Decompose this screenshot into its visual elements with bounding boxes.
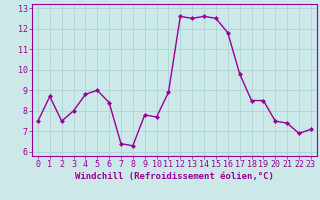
X-axis label: Windchill (Refroidissement éolien,°C): Windchill (Refroidissement éolien,°C) bbox=[75, 172, 274, 181]
